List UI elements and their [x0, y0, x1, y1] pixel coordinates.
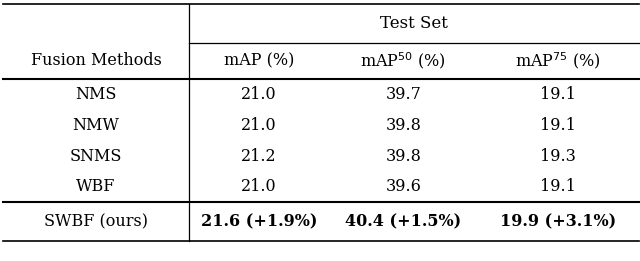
- Text: 39.8: 39.8: [385, 147, 421, 165]
- Text: 21.6 (+1.9%): 21.6 (+1.9%): [201, 213, 317, 230]
- Text: Test Set: Test Set: [380, 15, 448, 32]
- Text: 19.3: 19.3: [540, 147, 576, 165]
- Text: 40.4 (+1.5%): 40.4 (+1.5%): [345, 213, 461, 230]
- Text: SWBF (ours): SWBF (ours): [44, 213, 148, 230]
- Text: 19.1: 19.1: [540, 117, 576, 134]
- Text: 21.2: 21.2: [241, 147, 277, 165]
- Text: 19.1: 19.1: [540, 178, 576, 195]
- Text: 21.0: 21.0: [241, 117, 277, 134]
- Text: WBF: WBF: [76, 178, 116, 195]
- Text: mAP$^{50}$ (%): mAP$^{50}$ (%): [360, 50, 446, 71]
- Text: 39.6: 39.6: [385, 178, 421, 195]
- Text: 21.0: 21.0: [241, 86, 277, 103]
- Text: 21.0: 21.0: [241, 178, 277, 195]
- Text: SNMS: SNMS: [70, 147, 122, 165]
- Text: NMS: NMS: [76, 86, 116, 103]
- Text: mAP (%): mAP (%): [224, 52, 294, 69]
- Text: NMW: NMW: [72, 117, 120, 134]
- Text: 19.1: 19.1: [540, 86, 576, 103]
- Text: 39.7: 39.7: [385, 86, 421, 103]
- Text: 19.9 (+3.1%): 19.9 (+3.1%): [500, 213, 616, 230]
- Text: mAP$^{75}$ (%): mAP$^{75}$ (%): [515, 50, 601, 71]
- Text: Fusion Methods: Fusion Methods: [31, 52, 161, 69]
- Text: 39.8: 39.8: [385, 117, 421, 134]
